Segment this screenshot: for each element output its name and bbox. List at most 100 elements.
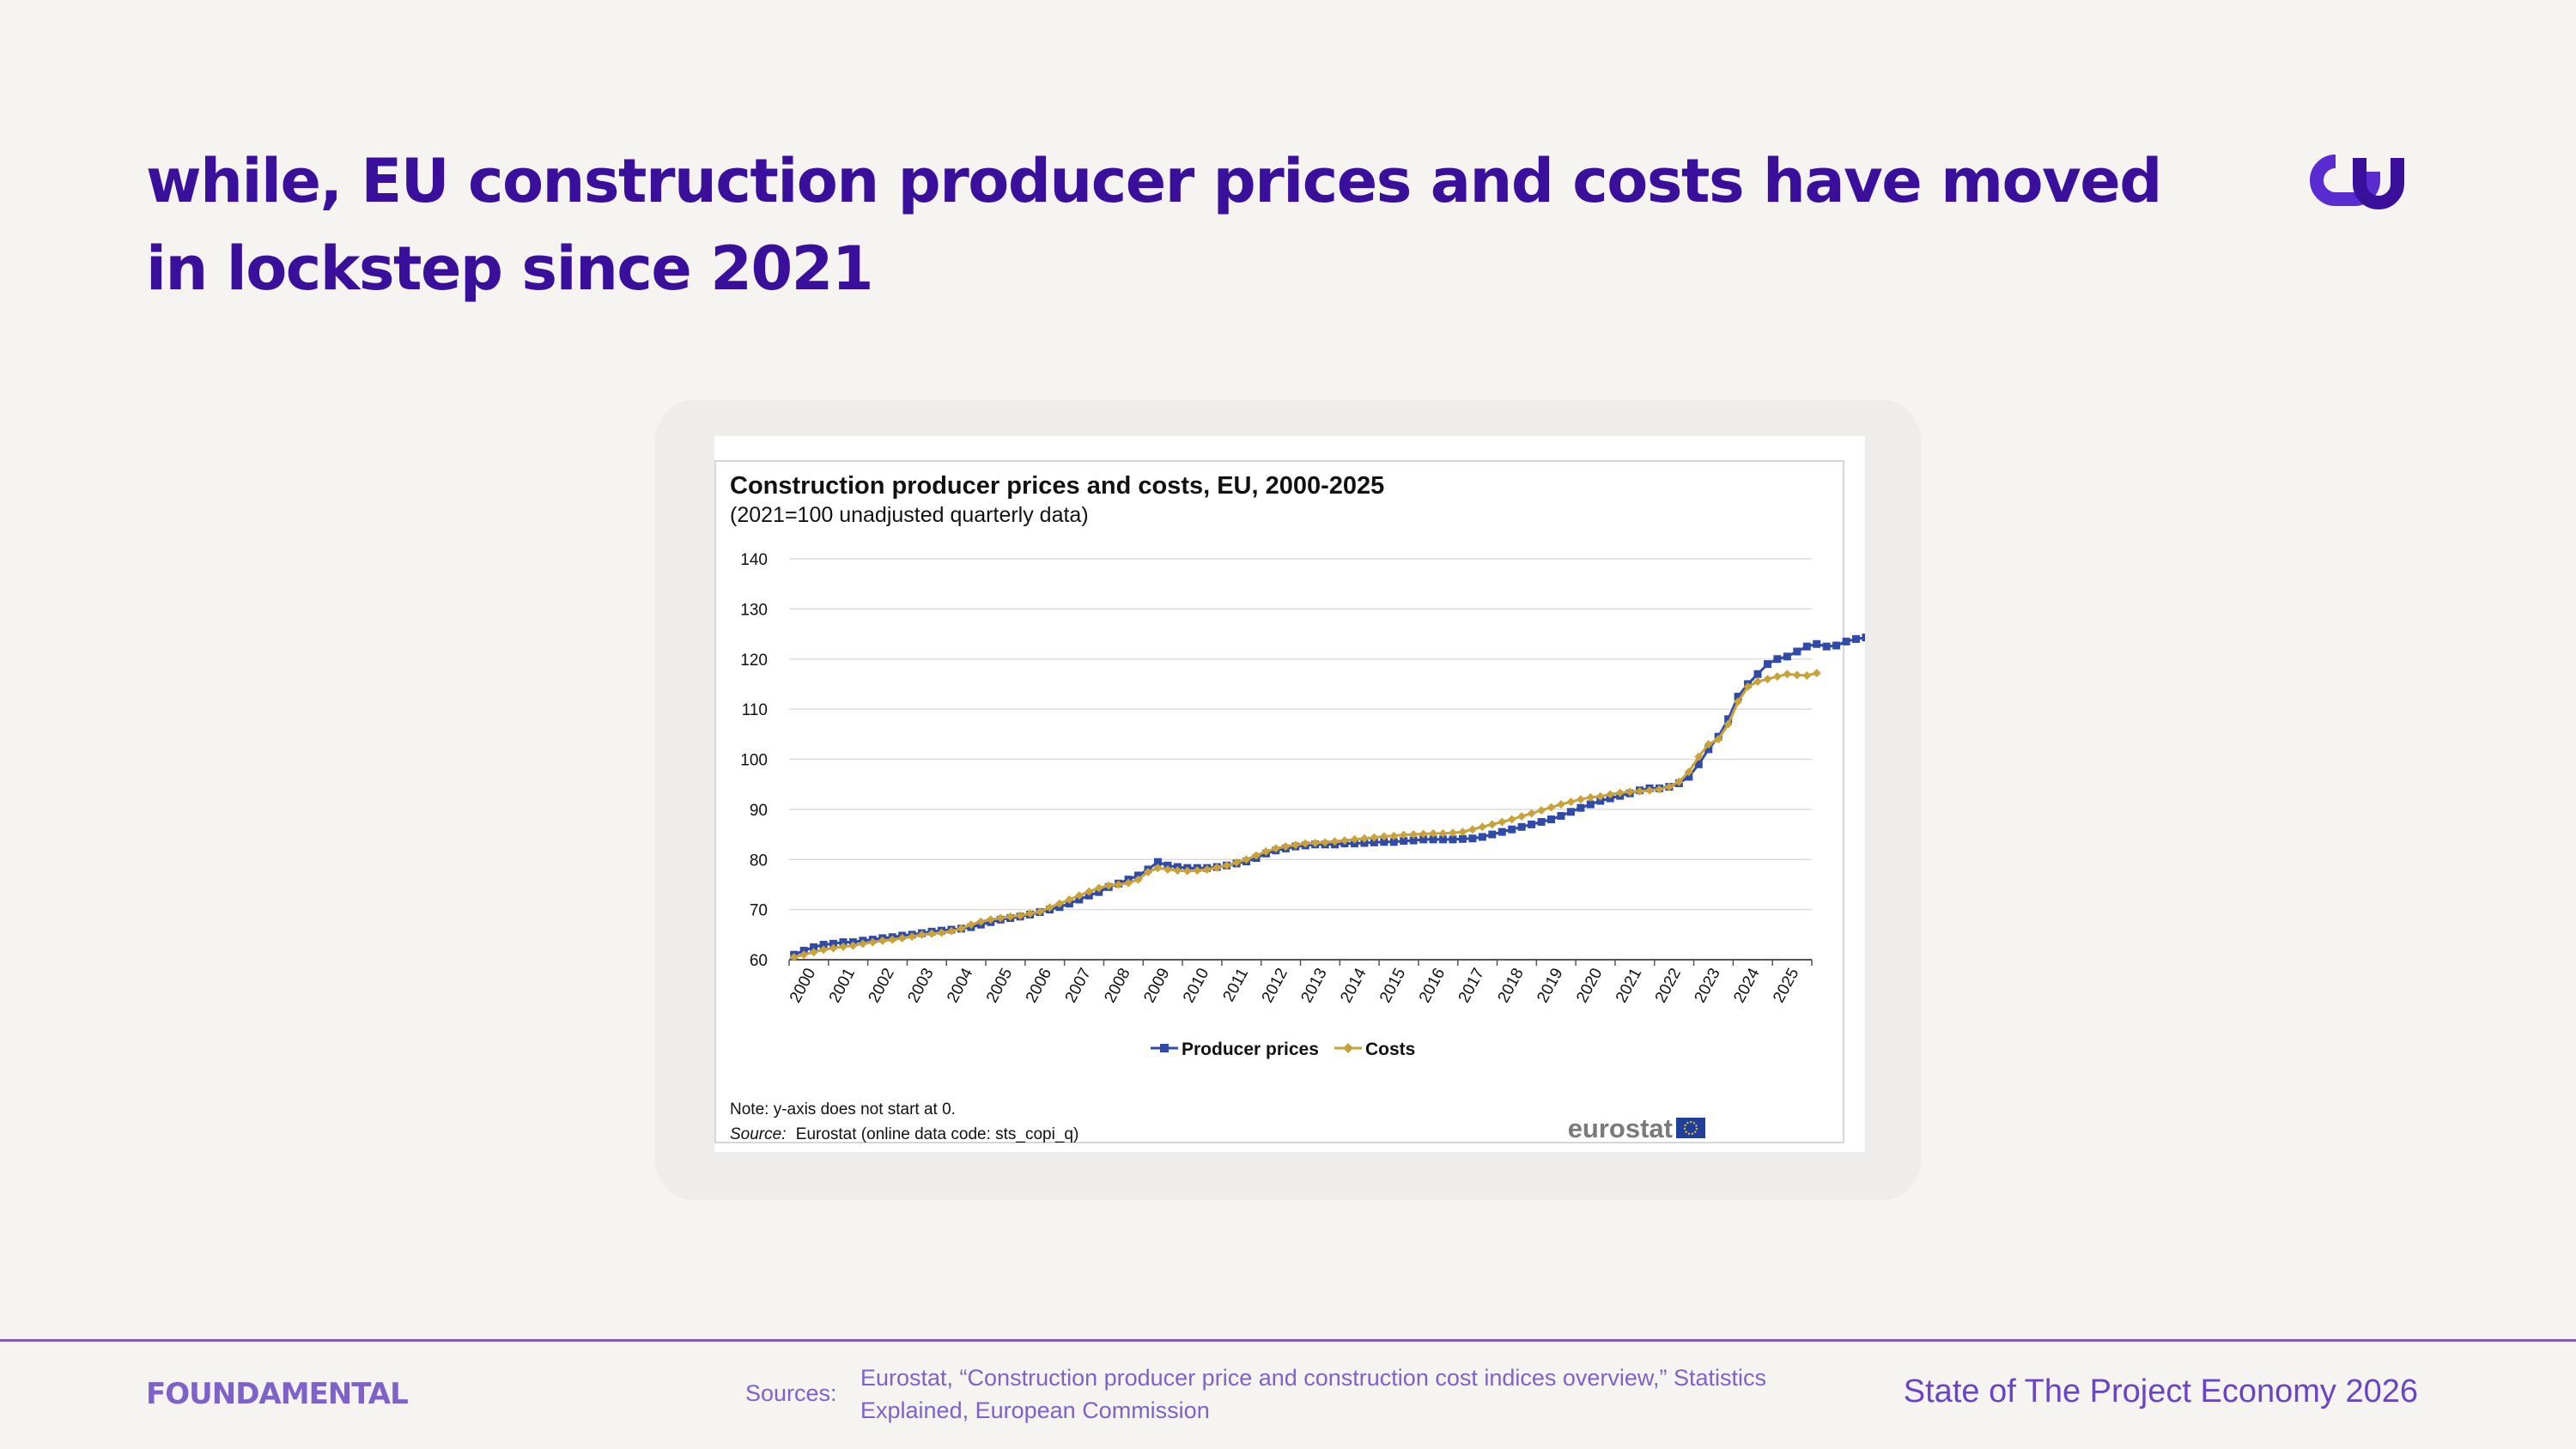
data-point xyxy=(908,932,917,942)
data-point xyxy=(1596,797,1605,805)
data-point xyxy=(1321,838,1330,847)
legend-producer-prices: Producer prices xyxy=(1182,1040,1319,1059)
data-point xyxy=(1400,837,1408,846)
data-point xyxy=(829,939,838,948)
data-point xyxy=(1173,866,1182,876)
data-point xyxy=(1202,864,1212,874)
data-point xyxy=(1694,752,1704,761)
data-point xyxy=(1133,875,1143,884)
data-point xyxy=(1576,795,1585,804)
data-point xyxy=(1301,839,1310,848)
data-point xyxy=(1389,838,1398,846)
data-point xyxy=(976,917,986,926)
data-point xyxy=(878,936,887,945)
data-point xyxy=(1084,887,1094,896)
data-point xyxy=(1399,830,1408,840)
eu-flag-icon xyxy=(1676,1118,1705,1138)
data-point xyxy=(966,920,975,930)
x-tick-label: 2025 xyxy=(1770,965,1802,1005)
data-point xyxy=(957,924,966,933)
data-point xyxy=(1380,838,1388,846)
data-point xyxy=(1547,815,1556,824)
data-point xyxy=(1704,739,1713,749)
data-point xyxy=(1251,851,1261,860)
data-point xyxy=(1527,809,1536,818)
y-tick-label: 140 xyxy=(740,551,768,569)
x-tick-label: 2013 xyxy=(1297,965,1330,1005)
data-point xyxy=(1389,831,1399,840)
sources-text: Eurostat, “Construction producer price a… xyxy=(860,1365,1766,1423)
data-point xyxy=(1517,822,1526,831)
data-point xyxy=(1182,866,1192,876)
data-point xyxy=(1330,837,1340,846)
data-point xyxy=(1704,745,1713,754)
data-point xyxy=(1615,788,1625,797)
data-point xyxy=(1232,858,1242,867)
data-point xyxy=(1379,832,1388,841)
data-point xyxy=(1625,787,1635,797)
data-point xyxy=(1143,867,1152,876)
data-point xyxy=(1310,838,1320,847)
data-point xyxy=(1409,830,1419,840)
data-point xyxy=(1222,861,1231,870)
data-point xyxy=(858,939,867,949)
data-point xyxy=(1537,806,1546,815)
x-tick-label: 2002 xyxy=(866,965,898,1005)
data-point xyxy=(1763,675,1772,684)
data-point xyxy=(1467,825,1477,834)
infinity-swirl-icon xyxy=(2310,155,2404,209)
data-point xyxy=(1478,833,1486,841)
x-tick-label: 2007 xyxy=(1062,965,1095,1005)
data-point xyxy=(1439,835,1448,844)
x-tick-label: 2008 xyxy=(1101,965,1133,1005)
x-tick-label: 2010 xyxy=(1180,965,1212,1005)
data-point xyxy=(1685,773,1693,781)
data-point xyxy=(1812,669,1821,678)
data-point xyxy=(1478,822,1487,832)
svg-text:Source: Eurostat (online: Source: Eurostat (online data code: sts_… xyxy=(730,1125,1078,1143)
data-point xyxy=(1792,670,1801,680)
data-point xyxy=(1684,767,1693,777)
data-point xyxy=(1360,839,1369,847)
data-point xyxy=(868,937,878,947)
data-point xyxy=(1802,642,1811,651)
data-point xyxy=(1419,829,1428,839)
x-tick-label: 2000 xyxy=(787,965,819,1005)
x-tick-label: 2004 xyxy=(944,965,977,1006)
data-point xyxy=(1734,693,1742,701)
data-point xyxy=(1674,777,1684,786)
y-tick-label: 130 xyxy=(740,601,768,619)
data-point xyxy=(1458,834,1467,843)
data-point xyxy=(1153,858,1162,866)
legend-costs: Costs xyxy=(1365,1040,1415,1059)
data-point xyxy=(1606,790,1615,799)
data-point xyxy=(1546,803,1556,812)
series-line-producer-prices xyxy=(793,636,1865,956)
data-point xyxy=(1153,864,1163,873)
data-point xyxy=(1419,835,1428,844)
data-point xyxy=(996,913,1005,923)
data-point xyxy=(1517,812,1527,822)
eurostat-logo: eurostat xyxy=(1568,1113,1673,1143)
data-point xyxy=(1094,883,1103,893)
data-point xyxy=(1842,637,1850,646)
data-point xyxy=(1045,903,1054,912)
brand-logo: FOUNDAMENTAL xyxy=(146,1377,409,1411)
legend: Producer prices Costs xyxy=(1151,1040,1415,1059)
data-point xyxy=(917,930,927,939)
data-point xyxy=(1488,830,1497,839)
x-tick-label: 2021 xyxy=(1613,965,1645,1005)
data-point xyxy=(1487,820,1497,829)
data-point xyxy=(1862,634,1865,642)
sources-label: Sources: xyxy=(745,1380,837,1406)
x-tick-label: 2020 xyxy=(1573,965,1606,1005)
data-point xyxy=(1508,825,1516,834)
data-point xyxy=(1635,786,1644,796)
data-point xyxy=(1212,863,1222,872)
data-point xyxy=(1832,641,1841,650)
data-point xyxy=(927,929,937,938)
data-point xyxy=(1271,844,1280,853)
data-point xyxy=(1104,881,1114,890)
data-point xyxy=(1025,909,1035,919)
data-point xyxy=(1595,791,1605,801)
